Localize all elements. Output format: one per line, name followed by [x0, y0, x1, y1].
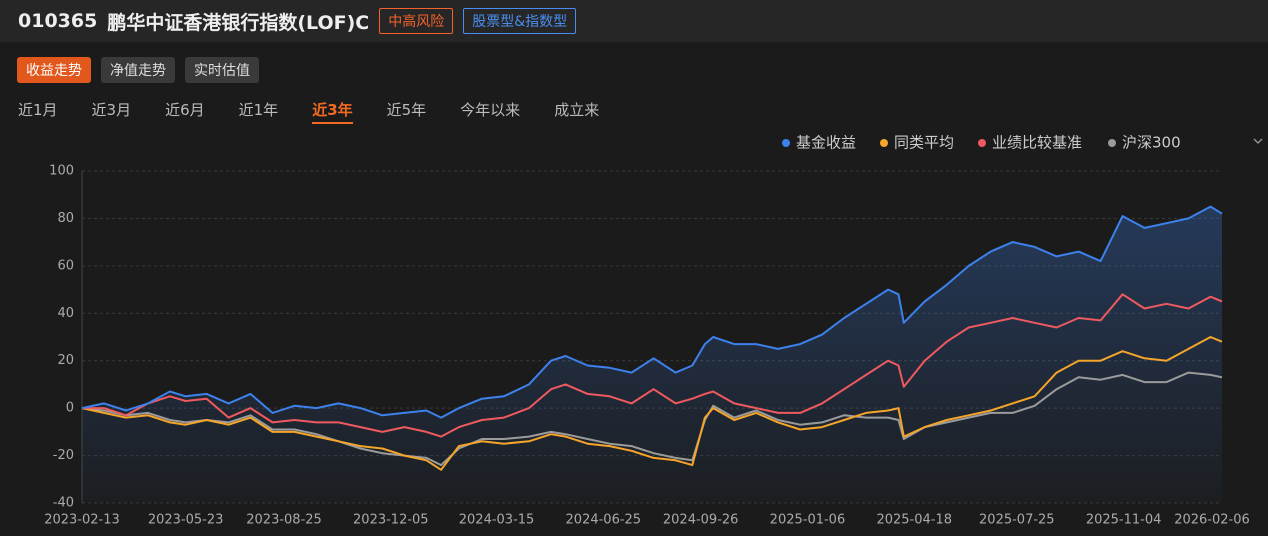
- view-tab[interactable]: 净值走势: [101, 57, 175, 83]
- legend-dot: [978, 139, 986, 147]
- period-tab[interactable]: 成立来: [554, 101, 600, 119]
- fund-code: 010365: [18, 10, 98, 32]
- period-tab[interactable]: 近5年: [386, 101, 427, 119]
- y-tick-label: 80: [57, 211, 74, 226]
- view-tab[interactable]: 收益走势: [17, 57, 91, 83]
- x-tick-label: 2023-08-25: [246, 513, 322, 528]
- x-tick-label: 2023-05-23: [148, 513, 224, 528]
- y-tick-label: 0: [66, 401, 74, 416]
- y-tick-label: -40: [53, 496, 74, 511]
- period-tab[interactable]: 今年以来: [460, 101, 521, 119]
- x-tick-label: 2024-03-15: [459, 513, 535, 528]
- y-tick-label: 100: [49, 164, 74, 179]
- period-tabs: 近1月 近3月 近6月 近1年 近3年 近5年 今年以来 成立来: [18, 99, 599, 124]
- series-line: [82, 293, 1223, 438]
- legend-label: 业绩比较基准: [992, 134, 1082, 152]
- legend-label: 同类平均: [894, 134, 954, 152]
- type-tag: 股票型&指数型: [463, 8, 577, 34]
- legend-dot: [880, 139, 888, 147]
- series-line: [81, 336, 1223, 471]
- risk-tag: 中高风险: [379, 8, 454, 34]
- legend-dot: [1108, 139, 1116, 147]
- period-tab[interactable]: 近1年: [238, 101, 279, 119]
- chart: -40 -20 0 20 40 60 80 100 2023-02-13 2023-05-23 20…: [44, 134, 1263, 528]
- x-tick-label: 2025-11-04: [1086, 513, 1162, 528]
- legend-dot: [782, 139, 790, 147]
- period-tab[interactable]: 近1月: [18, 101, 58, 119]
- dropdown-icon[interactable]: [1253, 138, 1263, 144]
- y-tick-label: 20: [57, 353, 74, 368]
- fund-area: [82, 206, 1222, 503]
- x-tick-label: 2025-01-06: [770, 513, 846, 528]
- y-tick-label: 60: [57, 258, 74, 273]
- y-tick-label: -20: [53, 448, 74, 463]
- fund-name: 鹏华中证香港银行指数(LOF)C: [107, 11, 370, 34]
- view-tab[interactable]: 实时估值: [185, 57, 259, 83]
- x-tick-label: 2024-06-25: [566, 513, 642, 528]
- x-tick-label: 2023-02-13: [44, 513, 120, 528]
- legend-label: 沪深300: [1122, 134, 1181, 152]
- series-line: [81, 205, 1223, 419]
- y-tick-label: 40: [57, 306, 74, 321]
- period-tab[interactable]: 近3月: [91, 101, 132, 119]
- x-tick-label: 2025-07-25: [979, 513, 1055, 528]
- x-tick-label: 2024-09-26: [663, 513, 739, 528]
- series-line: [81, 371, 1223, 467]
- x-tick-label: 2023-12-05: [353, 513, 429, 528]
- period-tab[interactable]: 近6月: [165, 101, 205, 119]
- view-tabs: 收益走势 净值走势 实时估值: [17, 57, 259, 83]
- header: 010365 鹏华中证香港银行指数(LOF)C 中高风险 股票型&指数型: [0, 0, 1268, 42]
- period-tab[interactable]: 近3年: [312, 99, 353, 124]
- x-tick-label: 2025-04-18: [876, 513, 952, 528]
- x-tick-label: 2026-02-06: [1174, 513, 1250, 528]
- legend-label: 基金收益: [796, 134, 856, 152]
